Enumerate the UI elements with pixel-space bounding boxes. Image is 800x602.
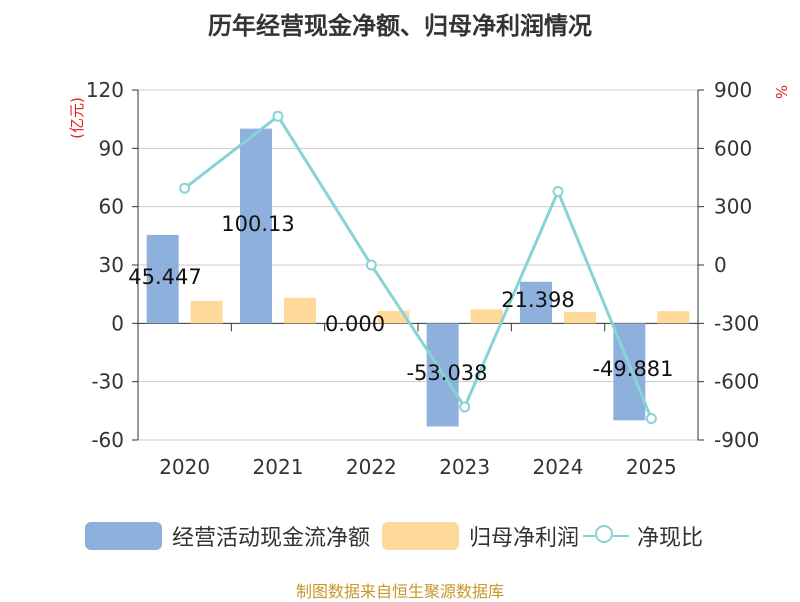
ratio-point (459, 401, 471, 413)
ratio-point (179, 182, 191, 194)
x-tick-label: 2021 (253, 455, 304, 479)
bars (146, 128, 690, 427)
x-tick-label: 2022 (346, 455, 397, 479)
left-tick-label: 60 (99, 195, 124, 219)
bar-netprofit (377, 310, 410, 324)
ratio-point (552, 186, 564, 197)
x-tick-label: 2024 (533, 455, 584, 479)
ratio-point (645, 413, 657, 425)
left-axis-unit: (亿元) (68, 97, 86, 139)
bar-netprofit (564, 311, 596, 324)
ratio-point (365, 259, 377, 271)
legend-item-ratio[interactable]: 净现比 (583, 518, 703, 554)
x-tick-label: 2025 (626, 455, 677, 479)
legend-item-cashflow[interactable]: 经营活动现金流净额 (85, 518, 370, 554)
data-label-cashflow: 100.13 (221, 212, 294, 236)
ratio-line-path (183, 114, 653, 420)
legend-line-icon (583, 522, 629, 550)
chart-title: 历年经营现金净额、归母净利润情况 (208, 12, 592, 40)
right-tick-label: 900 (714, 78, 752, 102)
left-tick-label: -30 (91, 370, 124, 394)
data-label-cashflow: 21.398 (501, 288, 574, 312)
legend-label-ratio: 净现比 (637, 526, 704, 551)
right-axis-unit: % (772, 85, 790, 99)
legend-label-netprofit: 归母净利润 (469, 526, 580, 551)
data-label-cashflow: -53.038 (406, 361, 487, 385)
bar-netprofit (470, 309, 503, 324)
chart-canvas: 1209060300-30-609006003000-300-600-900(亿… (68, 78, 790, 479)
legend-swatch-netprofit (382, 522, 459, 550)
right-tick-label: 300 (714, 195, 752, 219)
data-label-cashflow: -49.881 (592, 357, 673, 381)
bar-netprofit (284, 297, 316, 324)
bar-cashflow (520, 281, 552, 324)
data-labels: 45.447 100.13 0.000 -53.038 21.398 -49.881 (128, 212, 673, 385)
grid-lines (138, 89, 698, 441)
bar-netprofit (190, 300, 223, 324)
bar-cashflow (146, 234, 179, 324)
right-tick-label: -900 (714, 428, 759, 452)
right-tick-label: -300 (714, 311, 759, 335)
x-tick-label: 2020 (159, 455, 210, 479)
right-tick-label: -600 (714, 370, 759, 394)
axes: 1209060300-30-609006003000-300-600-900(亿… (68, 78, 790, 479)
ratio-point (272, 110, 284, 122)
left-tick-label: 0 (111, 311, 124, 335)
legend-swatch-cashflow (85, 522, 162, 550)
legend: 经营活动现金流净额 归母净利润 净现比 (0, 518, 800, 554)
left-tick-label: 30 (99, 253, 124, 277)
source-note: 制图数据来自恒生聚源数据库 (295, 582, 504, 601)
data-label-cashflow: 45.447 (128, 265, 201, 289)
left-tick-label: 90 (99, 136, 124, 160)
x-tick-label: 2023 (439, 455, 490, 479)
legend-label-cashflow: 经营活动现金流净额 (172, 526, 371, 551)
data-label-cashflow: 0.000 (325, 312, 385, 336)
legend-item-netprofit[interactable]: 归母净利润 (382, 518, 579, 554)
right-tick-label: 600 (714, 136, 752, 160)
bar-netprofit (657, 311, 690, 324)
left-tick-label: -60 (91, 428, 124, 452)
bar-cashflow (240, 128, 272, 324)
left-tick-label: 120 (86, 78, 124, 102)
right-tick-label: 0 (714, 253, 727, 277)
ratio-line (179, 110, 657, 425)
